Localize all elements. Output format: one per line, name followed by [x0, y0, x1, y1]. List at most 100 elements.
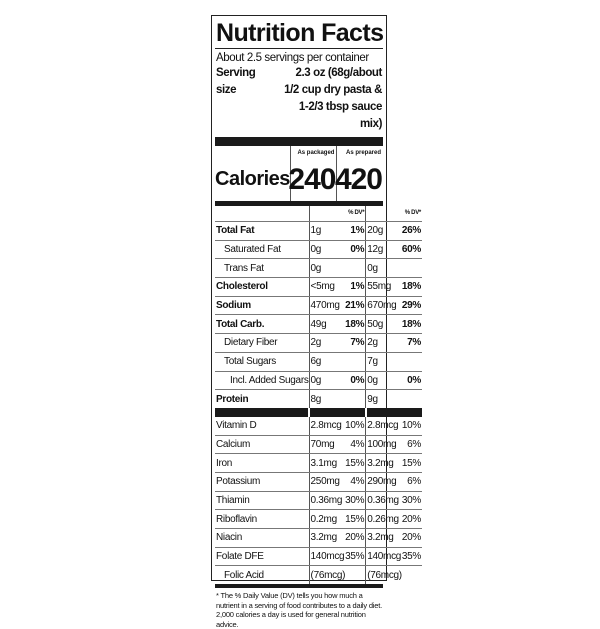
footnote: * The % Daily Value (DV) tells you how m… [216, 591, 383, 629]
nutrient-name: Saturated Fat [215, 240, 310, 260]
prepared-amount: 50g [365, 314, 402, 335]
prepared-amount: 0g [365, 258, 402, 279]
prepared-dv [402, 566, 422, 584]
prepared-amount: 12g [365, 240, 402, 260]
nutrient-name: Cholesterol [215, 277, 310, 297]
nutrient-name: Iron [215, 453, 310, 473]
serving-size-line: 1-2/3 tbsp sauce mix) [298, 101, 382, 130]
nutrient-name: Potassium [215, 472, 310, 492]
packaged-amount: 0g [308, 371, 346, 391]
packaged-dv: 0% [345, 240, 366, 260]
prepared-dv: 30% [401, 491, 422, 511]
serving-size-line: 2.3 oz (68g/about [295, 67, 383, 79]
packaged-amount: 6g [308, 352, 346, 372]
column-header-packaged: As packaged [297, 150, 335, 156]
packaged-amount: 470mg [308, 296, 346, 316]
prepared-amount: 55mg [365, 277, 402, 297]
packaged-amount: 1g [308, 221, 346, 241]
nutrient-name: Vitamin D [215, 416, 310, 436]
prepared-amount: 9g [365, 389, 402, 408]
nutrient-name: Dietary Fiber [215, 333, 310, 353]
serving-size: Serving size 2.3 oz (68g/about 1/2 cup d… [216, 65, 382, 133]
column-header-prepared: As prepared [345, 150, 381, 156]
packaged-dv: 10% [345, 416, 366, 436]
nutrient-name: Folic Acid [224, 569, 264, 581]
serving-size-label: Serving size [216, 67, 256, 96]
prepared-dv: 10% [401, 416, 422, 436]
nutrient-name: Total Fat [215, 221, 310, 241]
calories-prepared-value: 420 [334, 163, 383, 196]
packaged-dv: 4% [345, 435, 366, 455]
nutrient-name: Niacin [215, 528, 310, 548]
packaged-dv: 0% [345, 371, 366, 391]
packaged-amount: 250mg [308, 472, 346, 492]
serving-size-line: 1/2 cup dry pasta & [284, 84, 382, 96]
nutrition-facts-label: Nutrition Facts About 2.5 servings per c… [211, 15, 422, 629]
prepared-amount: 3.2mg [365, 528, 402, 548]
nutrient-name: Total Sugars [215, 352, 310, 372]
prepared-dv: 6% [401, 472, 422, 492]
prepared-amount: 0.26mg [365, 509, 402, 529]
nutrient-name: Total Carb. [215, 314, 310, 335]
thick-divider [215, 201, 383, 206]
prepared-amount: 3.2mg [365, 453, 402, 473]
packaged-amount: 70mg [308, 435, 346, 455]
prepared-dv: 60% [401, 240, 422, 260]
prepared-dv: 15% [401, 453, 422, 473]
prepared-amount: 100mg [365, 435, 402, 455]
prepared-dv: 29% [401, 296, 422, 316]
nutrient-name: Folate DFE [215, 547, 310, 567]
packaged-dv [345, 566, 366, 584]
packaged-amount: 0g [308, 240, 346, 260]
packaged-dv: 4% [345, 472, 366, 492]
thick-divider [215, 137, 383, 146]
prepared-amount: 0g [365, 371, 402, 391]
prepared-amount: 290mg [365, 472, 402, 492]
calories-prepared: As prepared 420 [334, 146, 383, 201]
packaged-amount: 140mcg [308, 547, 346, 567]
prepared-amount: 2g [365, 333, 402, 353]
packaged-amount: 0.2mg [308, 509, 346, 529]
packaged-dv: 1% [345, 277, 366, 297]
calories-label: Calories [215, 168, 290, 190]
packaged-amount: 8g [308, 389, 346, 408]
nutrient-name: Thiamin [215, 491, 310, 511]
prepared-dv: 18% [401, 314, 422, 335]
packaged-amount: 0g [308, 258, 346, 279]
packaged-amount: 0.36mg [308, 491, 346, 511]
packaged-dv: 7% [345, 333, 366, 353]
packaged-amount: 2g [308, 333, 346, 353]
dv-header: % DV* [401, 206, 422, 222]
packaged-amount: 3.1mg [308, 453, 346, 473]
divider [215, 48, 383, 49]
nutrient-name: Trans Fat [215, 258, 310, 279]
packaged-dv: 18% [345, 314, 366, 335]
prepared-dv: 20% [401, 528, 422, 548]
packaged-dv: 20% [345, 528, 366, 548]
prepared-amount: 670mg [365, 296, 402, 316]
packaged-amount: <5mg [308, 277, 346, 297]
packaged-dv: 35% [345, 547, 366, 567]
calories-row: Calories As packaged 240 As prepared 420 [215, 146, 383, 201]
prepared-dv: 7% [401, 333, 422, 353]
serving-size-value: 2.3 oz (68g/about 1/2 cup dry pasta & 1-… [277, 65, 382, 133]
prepared-dv [401, 258, 422, 279]
nutrient-name: Calcium [215, 435, 310, 455]
packaged-dv: 15% [345, 453, 366, 473]
nutrient-name: Riboflavin [215, 509, 310, 529]
prepared-amount: 2.8mcg [365, 416, 402, 436]
nutrient-table: % DV* % DV* Total Fat 1g 1% 20g 26% Saturat… [215, 206, 422, 585]
packaged-dv: 21% [345, 296, 366, 316]
packaged-dv [345, 390, 366, 408]
packaged-dv: 1% [345, 221, 366, 241]
packaged-amount: 2.8mcg [308, 416, 346, 436]
packaged-dv [345, 352, 366, 372]
prepared-dv: 6% [401, 435, 422, 455]
nutrient-name: Sodium [215, 296, 310, 316]
prepared-dv: 35% [401, 547, 422, 567]
prepared-dv: 0% [401, 371, 422, 391]
prepared-amount: 7g [365, 352, 402, 372]
prepared-dv [401, 352, 422, 372]
calories-packaged: As packaged 240 [288, 146, 336, 201]
nutrient-name: Protein [216, 393, 249, 405]
